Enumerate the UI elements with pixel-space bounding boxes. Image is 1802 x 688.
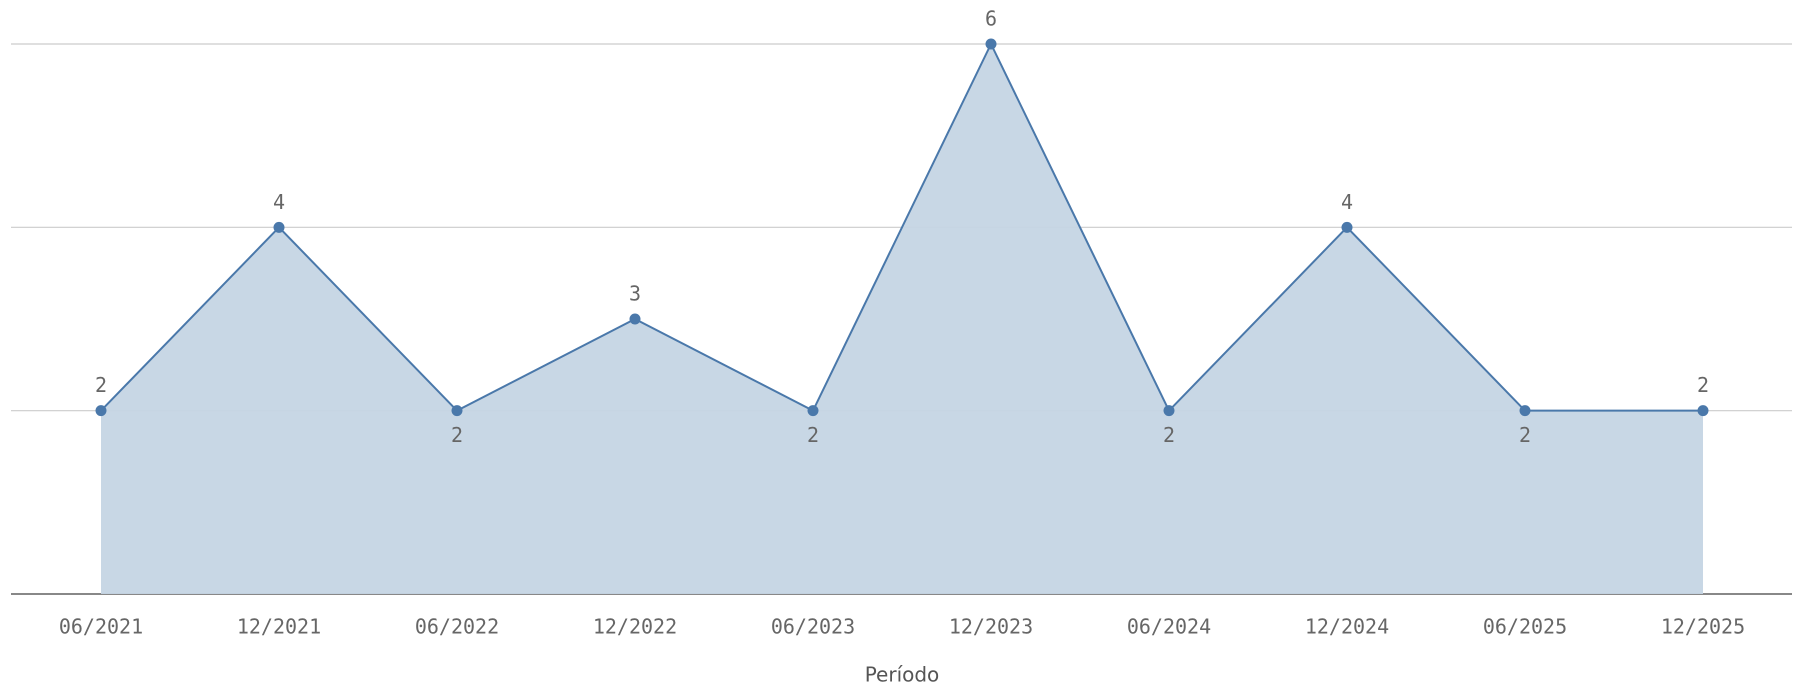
data-label: 4 [273, 190, 285, 214]
point [629, 313, 641, 325]
data-label: 3 [629, 282, 641, 306]
point [1519, 405, 1531, 417]
data-label: 2 [95, 373, 107, 397]
x-tick-label: 06/2025 [1483, 615, 1567, 639]
x-tick-label: 12/2025 [1661, 615, 1745, 639]
data-label: 2 [807, 423, 819, 447]
point [273, 221, 285, 233]
data-label: 2 [1697, 373, 1709, 397]
data-label: 2 [1163, 423, 1175, 447]
data-label: 2 [451, 423, 463, 447]
data-label: 6 [985, 7, 997, 31]
x-axis-title: Período [865, 663, 940, 687]
point [1697, 405, 1709, 417]
point [1163, 405, 1175, 417]
area-fill [101, 44, 1703, 594]
point [985, 38, 997, 50]
point [1341, 221, 1353, 233]
x-tick-label: 12/2023 [949, 615, 1033, 639]
x-tick-label: 12/2022 [593, 615, 677, 639]
point [807, 405, 819, 417]
point [95, 405, 107, 417]
x-tick-label: 12/2021 [237, 615, 321, 639]
data-label: 2 [1519, 423, 1531, 447]
x-tick-label: 06/2024 [1127, 615, 1211, 639]
point [451, 405, 463, 417]
area-line [100, 41, 1703, 413]
data-label: 4 [1341, 190, 1353, 214]
x-tick-label: 06/2023 [771, 615, 855, 639]
x-tick-label: 12/2024 [1305, 615, 1389, 639]
x-tick-label: 06/2021 [59, 615, 143, 639]
x-tick-label: 06/2022 [415, 615, 499, 639]
